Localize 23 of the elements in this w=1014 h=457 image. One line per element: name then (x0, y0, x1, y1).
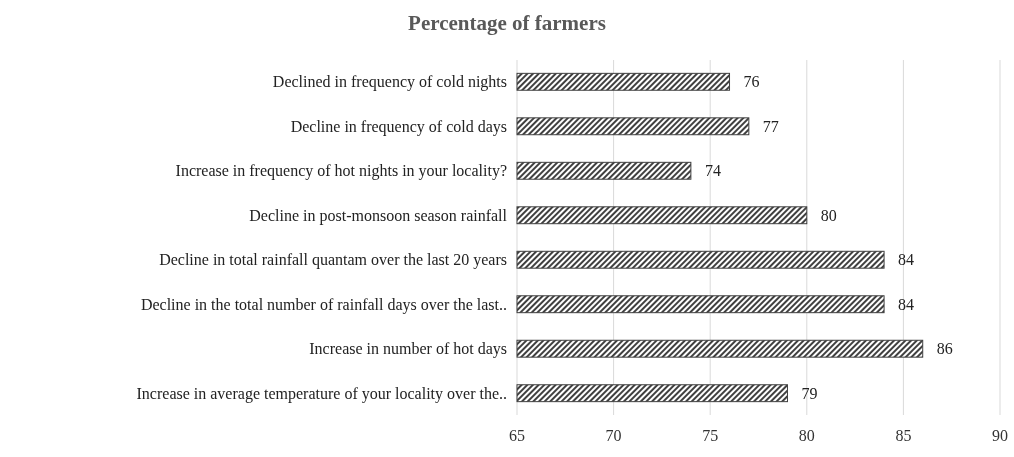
x-tick-label: 75 (702, 427, 719, 444)
y-tick-label: Decline in the total number of rainfall days over the last.. (140, 295, 507, 314)
y-tick-label: Increase in average temperature of your locality over the.. (136, 384, 507, 403)
data-label: 76 (743, 73, 760, 91)
chart-title: Percentage of farmers (408, 11, 606, 35)
y-tick-label: Increase in frequency of hot nights in your locality? (175, 162, 507, 181)
x-tick-label: 85 (895, 427, 912, 444)
y-tick-label: Decline in total rainfall quantam over the last 20 years (159, 251, 507, 270)
y-tick-label: Increase in number of hot days (309, 340, 507, 359)
data-label: 74 (704, 162, 721, 180)
data-label: 84 (898, 251, 915, 269)
x-tick-label: 80 (798, 427, 815, 444)
data-label: 86 (936, 340, 953, 358)
y-tick-label: Declined in frequency of cold nights (272, 73, 507, 92)
data-label: 79 (801, 384, 818, 402)
y-tick-label: Decline in frequency of cold days (290, 117, 507, 136)
y-tick-label: Decline in post-monsoon season rainfall (249, 206, 508, 225)
x-tick-label: 90 (992, 427, 1008, 444)
data-label: 80 (820, 206, 837, 224)
x-tick-label: 70 (605, 427, 622, 444)
data-label: 84 (898, 295, 915, 313)
data-label: 77 (762, 117, 779, 135)
x-tick-label: 65 (509, 427, 525, 444)
